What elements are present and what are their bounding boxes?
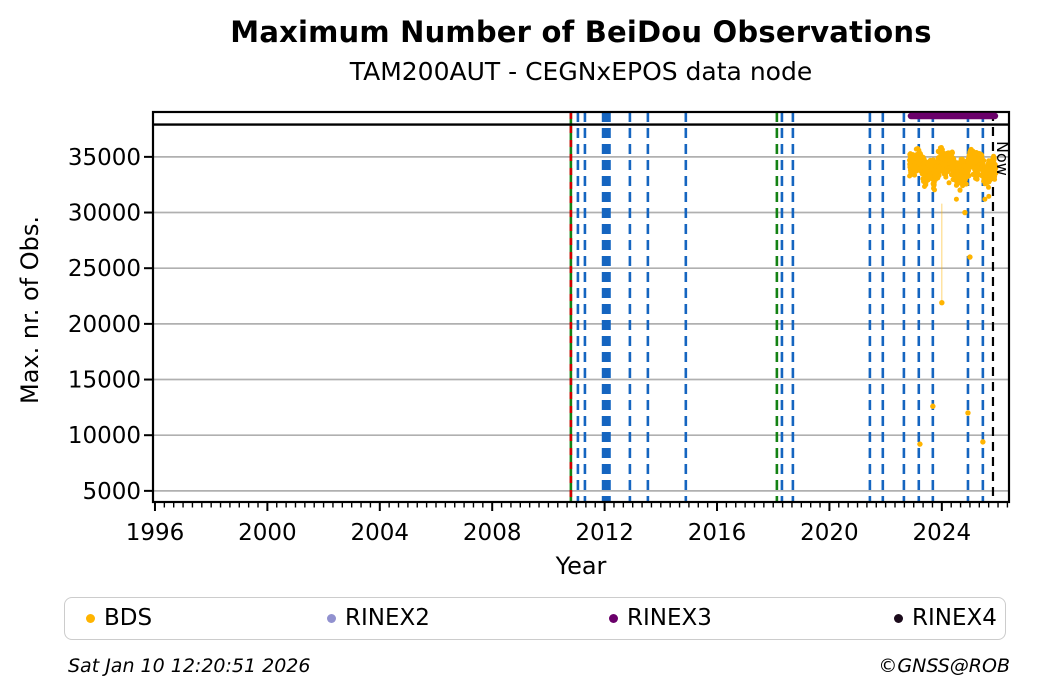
svg-text:2004: 2004	[351, 520, 410, 546]
svg-text:15000: 15000	[68, 368, 141, 394]
svg-text:20000: 20000	[68, 312, 141, 338]
svg-text:2024: 2024	[913, 520, 972, 546]
svg-text:2020: 2020	[800, 520, 859, 546]
svg-text:5000: 5000	[82, 479, 141, 505]
svg-text:2008: 2008	[463, 520, 522, 546]
svg-text:2000: 2000	[238, 520, 297, 546]
legend-dot-rinex2	[326, 613, 336, 623]
y-axis-label: Max. nr. of Obs.	[16, 215, 44, 405]
legend-label-bds: BDS	[104, 605, 153, 631]
legend-dot-rinex3	[608, 613, 618, 623]
chart-subtitle: TAM200AUT - CEGNxEPOS data node	[349, 57, 813, 86]
legend-label-rinex3: RINEX3	[627, 605, 712, 631]
svg-text:25000: 25000	[68, 256, 141, 282]
svg-text:10000: 10000	[68, 423, 141, 449]
timestamp: Sat Jan 10 12:20:51 2026	[68, 655, 311, 677]
svg-text:1996: 1996	[126, 520, 185, 546]
svg-text:2016: 2016	[688, 520, 747, 546]
legend-label-rinex4: RINEX4	[912, 605, 997, 631]
legend: BDS RINEX2 RINEX3 RINEX4	[64, 597, 1006, 640]
credit: ©GNSS@ROB	[878, 655, 1010, 677]
legend-dot-rinex4	[893, 613, 903, 623]
legend-dot-bds	[85, 613, 95, 623]
now-label: Now	[993, 141, 1012, 176]
svg-text:2012: 2012	[575, 520, 634, 546]
x-axis-label: Year	[555, 552, 607, 580]
chart-title: Maximum Number of BeiDou Observations	[230, 15, 932, 49]
svg-text:35000: 35000	[68, 145, 141, 171]
svg-text:30000: 30000	[68, 201, 141, 227]
legend-label-rinex2: RINEX2	[345, 605, 430, 631]
